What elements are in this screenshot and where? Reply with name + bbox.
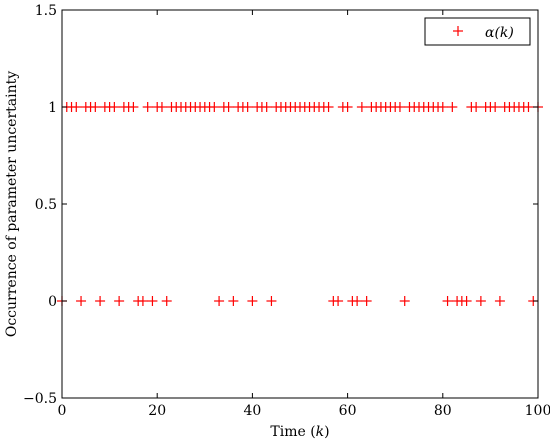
x-axis-label: Time (k) — [270, 424, 329, 440]
data-point — [114, 296, 125, 306]
legend-box — [424, 17, 531, 46]
legend-marker-plus — [453, 26, 463, 36]
legend-marker — [453, 26, 463, 36]
y-tick-label: −0.5 — [23, 391, 57, 407]
data-point — [76, 296, 87, 306]
data-point — [356, 102, 367, 112]
data-point — [247, 296, 258, 306]
data-point — [266, 296, 277, 306]
x-tick-label: 20 — [148, 403, 166, 419]
data-point — [442, 296, 453, 306]
legend: α(k) — [424, 17, 531, 46]
ticks-layer: 0 20 40 60 80 100−0.500.511.5 — [23, 3, 550, 419]
x-tick-label: 40 — [243, 403, 261, 419]
data-point — [461, 296, 472, 306]
data-point — [333, 296, 344, 306]
data-point — [90, 102, 101, 112]
data-point — [223, 102, 234, 112]
data-point — [71, 102, 82, 112]
data-point — [228, 296, 239, 306]
data-point — [447, 102, 458, 112]
data-point — [109, 102, 120, 112]
data-point — [128, 102, 139, 112]
data-point — [156, 102, 167, 112]
data-point — [342, 102, 353, 112]
data-point — [399, 296, 410, 306]
data-point — [161, 296, 172, 306]
x-tick-label: 100 — [525, 403, 550, 419]
data-point — [475, 296, 486, 306]
data-point — [261, 102, 272, 112]
x-tick-label: 0 — [58, 403, 67, 419]
x-tick-label: 80 — [434, 403, 452, 419]
legend-entry-label: α(k) — [485, 25, 514, 41]
data-point — [137, 296, 148, 306]
data-point — [352, 296, 363, 306]
data-point — [242, 102, 253, 112]
data-point — [361, 296, 372, 306]
data-point — [394, 102, 405, 112]
data-point — [214, 296, 225, 306]
series-layer — [57, 102, 543, 306]
data-point — [323, 102, 334, 112]
data-point — [142, 102, 153, 112]
y-tick-label: 0 — [48, 294, 57, 310]
y-tick-label: 1.5 — [35, 3, 57, 19]
data-point — [95, 296, 106, 306]
data-point — [147, 296, 158, 306]
x-tick-label: 60 — [339, 403, 357, 419]
data-point — [523, 102, 534, 112]
data-point — [471, 102, 482, 112]
plot-area — [62, 10, 538, 398]
data-point — [490, 102, 501, 112]
y-tick-label: 0.5 — [35, 197, 57, 213]
data-point — [437, 102, 448, 112]
data-point — [494, 296, 505, 306]
y-tick-label: 1 — [48, 100, 57, 116]
data-point — [209, 102, 220, 112]
y-axis-label: Occurrence of parameter uncertainty — [4, 71, 20, 337]
